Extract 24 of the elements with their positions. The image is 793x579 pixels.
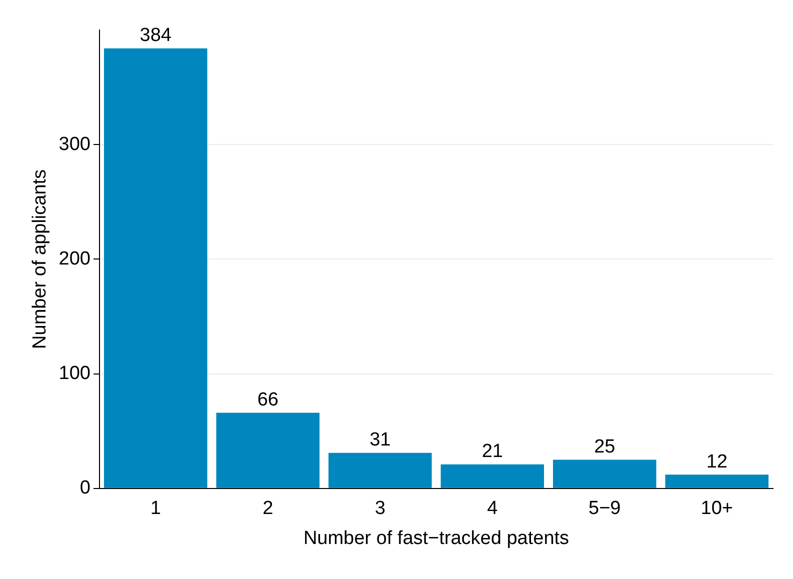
data-label: 66 <box>257 390 278 410</box>
bar <box>665 474 769 488</box>
y-tick-label: 200 <box>58 248 90 270</box>
x-tick-label: 1 <box>150 498 161 520</box>
bar <box>216 412 320 488</box>
data-label: 12 <box>706 451 728 472</box>
bar <box>328 452 432 488</box>
x-tick-label: 2 <box>262 498 274 520</box>
bar <box>440 464 544 488</box>
x-tick-label: 4 <box>487 498 498 520</box>
data-label: 31 <box>370 430 391 451</box>
y-axis-title: Number of applicants <box>30 169 51 349</box>
data-label: 384 <box>140 25 172 46</box>
bar <box>104 48 208 488</box>
x-axis-title: Number of fast−tracked patents <box>303 528 570 549</box>
y-tick-label: 0 <box>80 478 90 499</box>
y-tick-label: 300 <box>58 134 90 155</box>
data-label: 25 <box>594 436 616 458</box>
y-tick-label: 100 <box>58 363 90 384</box>
data-label: 21 <box>482 441 503 462</box>
x-tick-label: 5−9 <box>588 498 621 520</box>
bar <box>552 460 656 488</box>
x-tick-label: 10+ <box>700 498 733 520</box>
x-tick-label: 3 <box>374 498 386 520</box>
